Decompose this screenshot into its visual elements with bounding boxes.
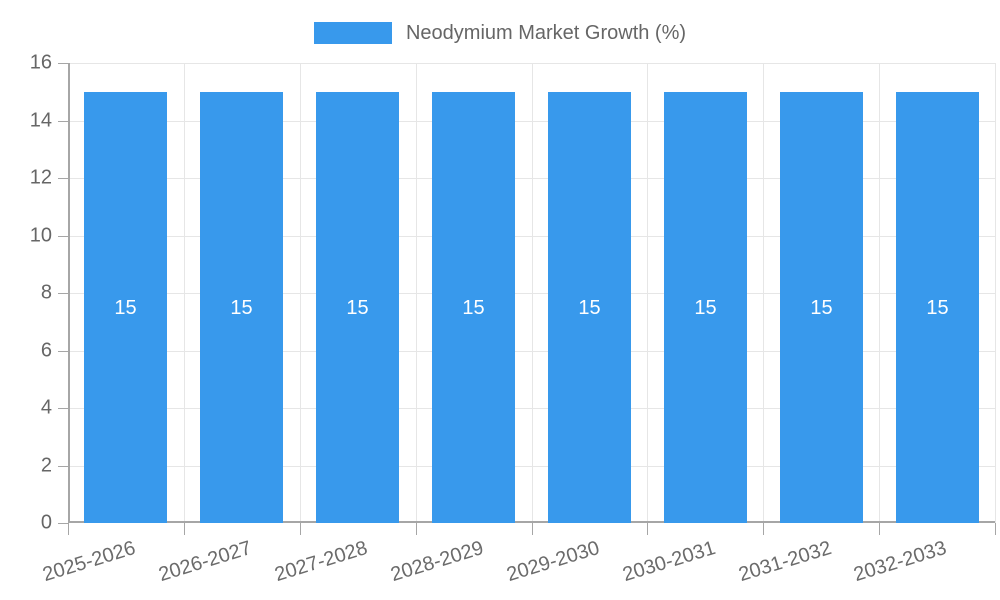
x-tick-mark bbox=[68, 523, 69, 535]
gridline-horizontal bbox=[68, 465, 995, 467]
x-tick-label: 2026-2027 bbox=[156, 537, 255, 587]
plot-area: 15 15 15 15 15 15 15 15 bbox=[58, 63, 996, 535]
y-tick-mark bbox=[58, 523, 68, 524]
gridline-horizontal bbox=[68, 235, 995, 237]
x-tick-mark bbox=[300, 523, 301, 535]
gridline-vertical bbox=[879, 63, 880, 523]
gridline-horizontal bbox=[68, 350, 995, 352]
x-tick-label: 2027-2028 bbox=[272, 537, 371, 587]
gridline-horizontal bbox=[68, 63, 995, 64]
bar[interactable]: 15 bbox=[896, 92, 979, 523]
y-tick-label: 10 bbox=[29, 224, 52, 246]
y-tick-label: 2 bbox=[40, 454, 52, 476]
gridline-vertical bbox=[184, 63, 185, 523]
gridline-vertical bbox=[995, 63, 996, 523]
gridline-horizontal bbox=[68, 178, 995, 179]
x-tick-label: 2025-2026 bbox=[40, 537, 139, 587]
legend-swatch bbox=[313, 22, 392, 44]
y-axis-line bbox=[68, 63, 70, 523]
bar[interactable]: 15 bbox=[780, 92, 863, 523]
gridline-horizontal bbox=[68, 293, 995, 294]
gridline-vertical bbox=[416, 63, 417, 523]
bar[interactable]: 15 bbox=[316, 92, 399, 523]
gridline-horizontal bbox=[68, 408, 995, 409]
x-tick-mark bbox=[995, 523, 996, 535]
y-tick-mark bbox=[58, 63, 68, 64]
y-tick-mark bbox=[58, 178, 68, 179]
y-tick-label: 8 bbox=[40, 281, 52, 304]
x-tick-label: 2028-2029 bbox=[388, 537, 486, 587]
y-tick-mark bbox=[58, 235, 68, 237]
y-tick-mark bbox=[58, 350, 68, 352]
bar-value-label: 15 bbox=[810, 296, 833, 319]
bar-value-label: 15 bbox=[926, 296, 949, 319]
x-tick-mark bbox=[763, 523, 764, 535]
gridline-vertical bbox=[763, 63, 764, 523]
y-tick-label: 14 bbox=[29, 109, 52, 131]
x-tick-mark bbox=[647, 523, 648, 535]
bar[interactable]: 15 bbox=[84, 92, 167, 523]
bar[interactable]: 15 bbox=[200, 92, 283, 523]
bar-value-label: 15 bbox=[230, 296, 253, 319]
y-tick-label: 12 bbox=[29, 166, 52, 189]
bar[interactable]: 15 bbox=[664, 92, 747, 523]
bar-value-label: 15 bbox=[462, 296, 485, 319]
x-tick-mark bbox=[879, 523, 880, 535]
gridline-horizontal bbox=[68, 120, 995, 122]
x-tick-mark bbox=[184, 523, 185, 535]
x-tick-label: 2031-2032 bbox=[735, 537, 834, 587]
y-tick-mark bbox=[58, 408, 68, 409]
y-tick-label: 16 bbox=[29, 51, 52, 74]
y-tick-mark bbox=[58, 465, 68, 467]
bar-value-label: 15 bbox=[346, 296, 369, 319]
y-axis-labels: 0 2 4 6 8 10 12 14 16 bbox=[0, 52, 52, 534]
x-tick-mark bbox=[532, 523, 533, 535]
gridline-vertical bbox=[300, 63, 301, 523]
y-tick-mark bbox=[58, 293, 68, 294]
y-tick-mark bbox=[58, 120, 68, 122]
y-tick-label: 6 bbox=[40, 339, 52, 361]
y-tick-label: 0 bbox=[40, 511, 52, 534]
x-tick-label: 2032-2033 bbox=[851, 537, 950, 587]
x-axis-line bbox=[68, 521, 995, 523]
bar-value-label: 15 bbox=[578, 296, 601, 319]
bar[interactable]: 15 bbox=[548, 92, 631, 523]
x-tick-label: 2029-2030 bbox=[503, 537, 602, 587]
x-tick-label: 2030-2031 bbox=[619, 537, 718, 587]
bar[interactable]: 15 bbox=[432, 92, 515, 523]
x-tick-mark bbox=[416, 523, 417, 535]
legend-item[interactable]: Neodymium Market Growth (%) bbox=[0, 21, 1000, 45]
legend-label: Neodymium Market Growth (%) bbox=[405, 22, 687, 44]
gridline-vertical bbox=[532, 63, 533, 523]
gridline-vertical bbox=[647, 63, 648, 523]
bar-value-label: 15 bbox=[114, 296, 137, 319]
y-tick-label: 4 bbox=[40, 396, 52, 419]
bar-value-label: 15 bbox=[694, 296, 717, 319]
